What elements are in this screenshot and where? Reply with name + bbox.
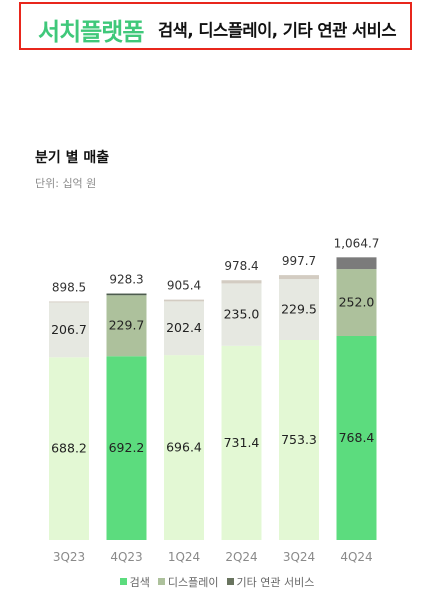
bar-display-2Q24 <box>221 283 262 346</box>
x-tick-4Q23: 4Q23 <box>110 550 142 564</box>
label-search-1Q24: 696.4 <box>166 440 202 455</box>
legend-swatch-1 <box>157 578 165 585</box>
legend-swatch-2 <box>226 578 234 585</box>
bar-other-3Q23 <box>49 301 89 303</box>
bar-other-3Q24 <box>279 275 319 280</box>
bar-search-3Q23 <box>49 357 89 540</box>
bar-other-4Q23 <box>106 293 147 296</box>
label-display-4Q23: 229.7 <box>109 318 145 333</box>
chart-title: 분기 별 매출 <box>35 150 110 166</box>
legend-label-2: 기타 연관 서비스 <box>236 576 315 589</box>
header-accent-title: 서치플랫폼 <box>38 18 144 46</box>
header-box <box>19 2 412 50</box>
header-subtitle: 검색, 디스플레이, 기타 연관 서비스 <box>158 21 397 40</box>
label-total-4Q23: 928.3 <box>109 273 143 287</box>
legend-item-1: 디스플레이 <box>157 574 219 590</box>
bar-display-4Q23 <box>106 295 147 357</box>
label-search-3Q24: 753.3 <box>281 432 317 447</box>
bar-other-2Q24 <box>221 280 262 284</box>
label-display-3Q23: 206.7 <box>51 322 87 337</box>
label-total-4Q24: 1,064.7 <box>334 236 380 250</box>
legend-label-1: 디스플레이 <box>167 576 219 589</box>
label-total-2Q24: 978.4 <box>224 259 258 273</box>
bar-display-1Q24 <box>164 301 204 356</box>
label-display-3Q24: 229.5 <box>281 302 317 317</box>
chart-unit: 단위: 십억 원 <box>35 177 97 190</box>
x-tick-4Q24: 4Q24 <box>340 550 372 564</box>
chart-legend: 검색 디스플레이 기타 연관 서비스 <box>0 574 434 590</box>
legend-item-2: 기타 연관 서비스 <box>226 574 315 590</box>
x-tick-2Q24: 2Q24 <box>225 550 257 564</box>
legend-item-0: 검색 <box>119 574 150 590</box>
label-search-3Q23: 688.2 <box>51 441 87 456</box>
label-search-4Q23: 692.2 <box>109 440 145 455</box>
bar-other-4Q24 <box>336 257 377 270</box>
bar-search-4Q24 <box>336 335 377 540</box>
legend-label-0: 검색 <box>129 576 150 589</box>
x-tick-3Q23: 3Q23 <box>53 550 85 564</box>
bar-display-3Q23 <box>49 302 89 358</box>
bar-search-4Q23 <box>106 356 147 540</box>
x-tick-3Q24: 3Q24 <box>283 550 315 564</box>
bar-other-1Q24 <box>164 299 204 302</box>
label-display-4Q24: 252.0 <box>339 295 375 310</box>
label-search-2Q24: 731.4 <box>224 435 260 450</box>
label-display-1Q24: 202.4 <box>166 320 202 335</box>
label-search-4Q24: 768.4 <box>339 430 375 445</box>
label-total-3Q24: 997.7 <box>282 254 316 268</box>
legend-swatch-0 <box>119 578 127 585</box>
label-total-1Q24: 905.4 <box>167 279 201 293</box>
label-total-3Q23: 898.5 <box>52 280 86 294</box>
bar-display-3Q24 <box>279 279 319 340</box>
label-display-2Q24: 235.0 <box>224 307 260 322</box>
x-tick-1Q24: 1Q24 <box>168 550 200 564</box>
bar-display-4Q24 <box>336 269 377 336</box>
bar-search-3Q24 <box>279 339 319 540</box>
bar-search-2Q24 <box>221 345 262 540</box>
bar-search-1Q24 <box>164 355 204 540</box>
